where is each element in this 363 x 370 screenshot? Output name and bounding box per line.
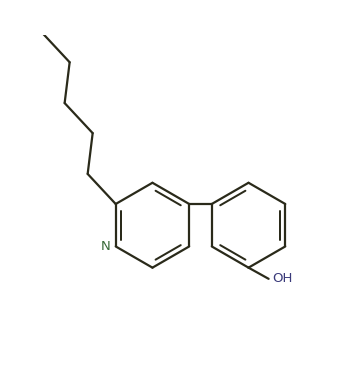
Text: OH: OH xyxy=(272,272,293,285)
Text: N: N xyxy=(101,240,110,253)
